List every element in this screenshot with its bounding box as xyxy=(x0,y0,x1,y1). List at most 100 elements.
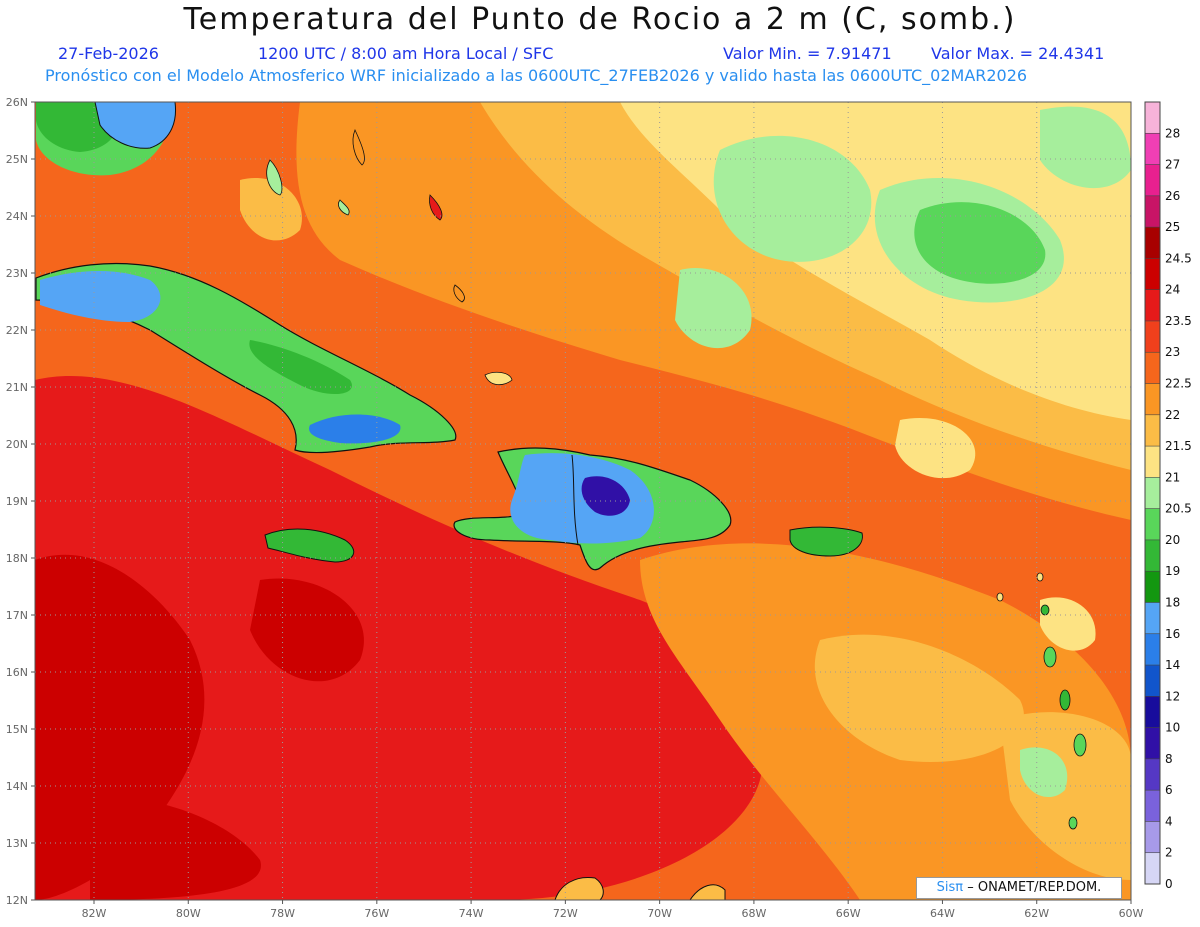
colorbar-label: 26 xyxy=(1165,189,1180,203)
lat-tick-label: 16N xyxy=(6,666,28,679)
colorbar: 2827262524.52423.52322.52221.52120.52019… xyxy=(1144,101,1192,891)
colorbar-label: 22 xyxy=(1165,408,1180,422)
max-value: Valor Max. = 24.4341 xyxy=(931,44,1105,63)
colorbar-label: 20 xyxy=(1165,533,1180,547)
land-florida xyxy=(94,101,177,149)
colorbar-label: 19 xyxy=(1165,564,1180,578)
land-puerto-rico xyxy=(789,526,863,557)
colorbar-label: 22.5 xyxy=(1165,377,1192,391)
colorbar-swatch xyxy=(1145,477,1160,510)
map-title: Temperatura del Punto de Rocio a 2 m (C,… xyxy=(183,2,1017,37)
colorbar-label: 21.5 xyxy=(1165,439,1192,453)
colorbar-label: 12 xyxy=(1165,689,1180,703)
colorbar-label: 20.5 xyxy=(1165,502,1192,516)
colorbar-label: 4 xyxy=(1165,814,1173,828)
colorbar-swatch xyxy=(1145,352,1160,385)
colorbar-label: 0 xyxy=(1165,877,1173,891)
colorbar-label: 8 xyxy=(1165,752,1173,766)
colorbar-label: 6 xyxy=(1165,783,1173,797)
lat-tick-label: 23N xyxy=(6,267,28,280)
land-jamaica xyxy=(264,528,355,563)
lon-tick-label: 74W xyxy=(459,907,484,920)
colorbar-swatch xyxy=(1145,164,1160,197)
colorbar-swatch xyxy=(1145,227,1160,259)
colorbar-swatch xyxy=(1145,383,1160,416)
colorbar-label: 16 xyxy=(1165,627,1180,641)
latitude-axis: 26N 25N 24N 23N 22N 21N 20N 19N 18N 17N 16N 15N 14N 1… xyxy=(6,96,35,907)
colorbar-label: 23.5 xyxy=(1165,314,1192,328)
colorbar-label: 27 xyxy=(1165,158,1180,172)
colorbar-swatch xyxy=(1145,665,1160,697)
colorbar-label: 10 xyxy=(1165,721,1180,735)
colorbar-swatch xyxy=(1145,633,1160,666)
land-hispaniola xyxy=(453,447,732,571)
model-info: Pronóstico con el Modelo Atmosferico WRF… xyxy=(45,66,1028,85)
lat-tick-label: 14N xyxy=(6,780,28,793)
lat-tick-label: 24N xyxy=(6,210,28,223)
colorbar-swatch xyxy=(1145,758,1160,791)
sispi-logo: Sisπ xyxy=(936,880,964,895)
colorbar-label: 18 xyxy=(1165,595,1180,609)
lat-tick-label: 26N xyxy=(6,96,28,109)
colorbar-swatch xyxy=(1145,195,1160,228)
graticule xyxy=(35,102,1131,900)
lon-tick-label: 82W xyxy=(82,907,107,920)
lat-tick-label: 18N xyxy=(6,552,28,565)
land-cuba xyxy=(35,262,457,454)
credit-org: – ONAMET/REP.DOM. xyxy=(967,880,1102,895)
colorbar-swatch xyxy=(1145,508,1160,541)
lat-tick-label: 15N xyxy=(6,723,28,736)
lat-tick-label: 21N xyxy=(6,381,28,394)
lon-tick-label: 62W xyxy=(1024,907,1049,920)
lat-tick-label: 17N xyxy=(6,609,28,622)
land-south-america xyxy=(554,876,726,901)
colorbar-swatch xyxy=(1145,852,1160,885)
lon-tick-label: 72W xyxy=(553,907,578,920)
lon-tick-label: 60W xyxy=(1119,907,1144,920)
colorbar-swatch xyxy=(1145,258,1160,291)
colorbar-swatch xyxy=(1145,790,1160,822)
colorbar-swatch xyxy=(1145,414,1160,447)
colorbar-swatch xyxy=(1145,602,1160,635)
longitude-axis: 82W 80W 78W 76W 74W 72W 70W 68W 66W 64W 62W 60W xyxy=(82,900,1144,920)
lat-tick-label: 25N xyxy=(6,153,28,166)
lon-tick-label: 78W xyxy=(270,907,295,920)
colorbar-swatch xyxy=(1145,446,1160,478)
lat-tick-label: 19N xyxy=(6,495,28,508)
lon-tick-label: 64W xyxy=(930,907,955,920)
forecast-date: 27-Feb-2026 xyxy=(58,44,159,63)
lat-tick-label: 12N xyxy=(6,894,28,907)
colorbar-swatch xyxy=(1145,696,1160,729)
colorbar-swatch xyxy=(1145,571,1160,603)
colorbar-swatch xyxy=(1145,320,1160,353)
colorbar-label: 24 xyxy=(1165,283,1180,297)
land-bahamas xyxy=(266,129,513,386)
lon-tick-label: 66W xyxy=(836,907,861,920)
credit-box: Sisπ – ONAMET/REP.DOM. xyxy=(916,877,1122,899)
colorbar-label: 14 xyxy=(1165,658,1180,672)
lon-tick-label: 68W xyxy=(741,907,766,920)
lon-tick-label: 76W xyxy=(364,907,389,920)
min-value: Valor Min. = 7.91471 xyxy=(723,44,892,63)
lat-tick-label: 22N xyxy=(6,324,28,337)
colorbar-label: 21 xyxy=(1165,470,1180,484)
colorbar-swatch xyxy=(1145,727,1160,760)
colorbar-frame xyxy=(1144,101,1161,885)
lon-tick-label: 70W xyxy=(647,907,672,920)
colorbar-label: 24.5 xyxy=(1165,251,1192,265)
colorbar-swatch xyxy=(1145,289,1160,322)
colorbar-swatch xyxy=(1145,821,1160,854)
colorbar-label: 28 xyxy=(1165,126,1180,140)
colorbar-swatch xyxy=(1145,133,1160,166)
colorbar-label: 23 xyxy=(1165,345,1180,359)
colorbar-swatch xyxy=(1145,539,1160,572)
lon-tick-label: 80W xyxy=(176,907,201,920)
lat-tick-label: 20N xyxy=(6,438,28,451)
colorbar-label: 25 xyxy=(1165,220,1180,234)
lat-tick-label: 13N xyxy=(6,837,28,850)
colorbar-swatch xyxy=(1145,102,1160,134)
land-lesser-antilles xyxy=(996,572,1087,830)
forecast-time: 1200 UTC / 8:00 am Hora Local / SFC xyxy=(258,44,554,63)
colorbar-label: 2 xyxy=(1165,846,1173,860)
